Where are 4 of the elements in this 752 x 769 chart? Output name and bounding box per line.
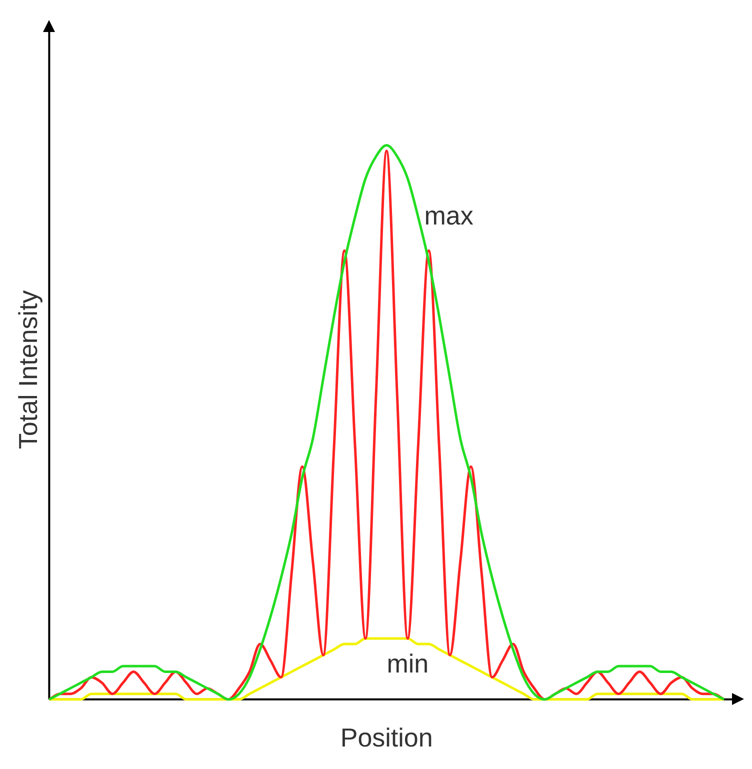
y-axis-title: Total Intensity bbox=[12, 290, 43, 450]
series-label: max bbox=[424, 200, 474, 230]
series-label: min bbox=[386, 648, 429, 679]
x-axis-title: Position bbox=[340, 722, 433, 753]
